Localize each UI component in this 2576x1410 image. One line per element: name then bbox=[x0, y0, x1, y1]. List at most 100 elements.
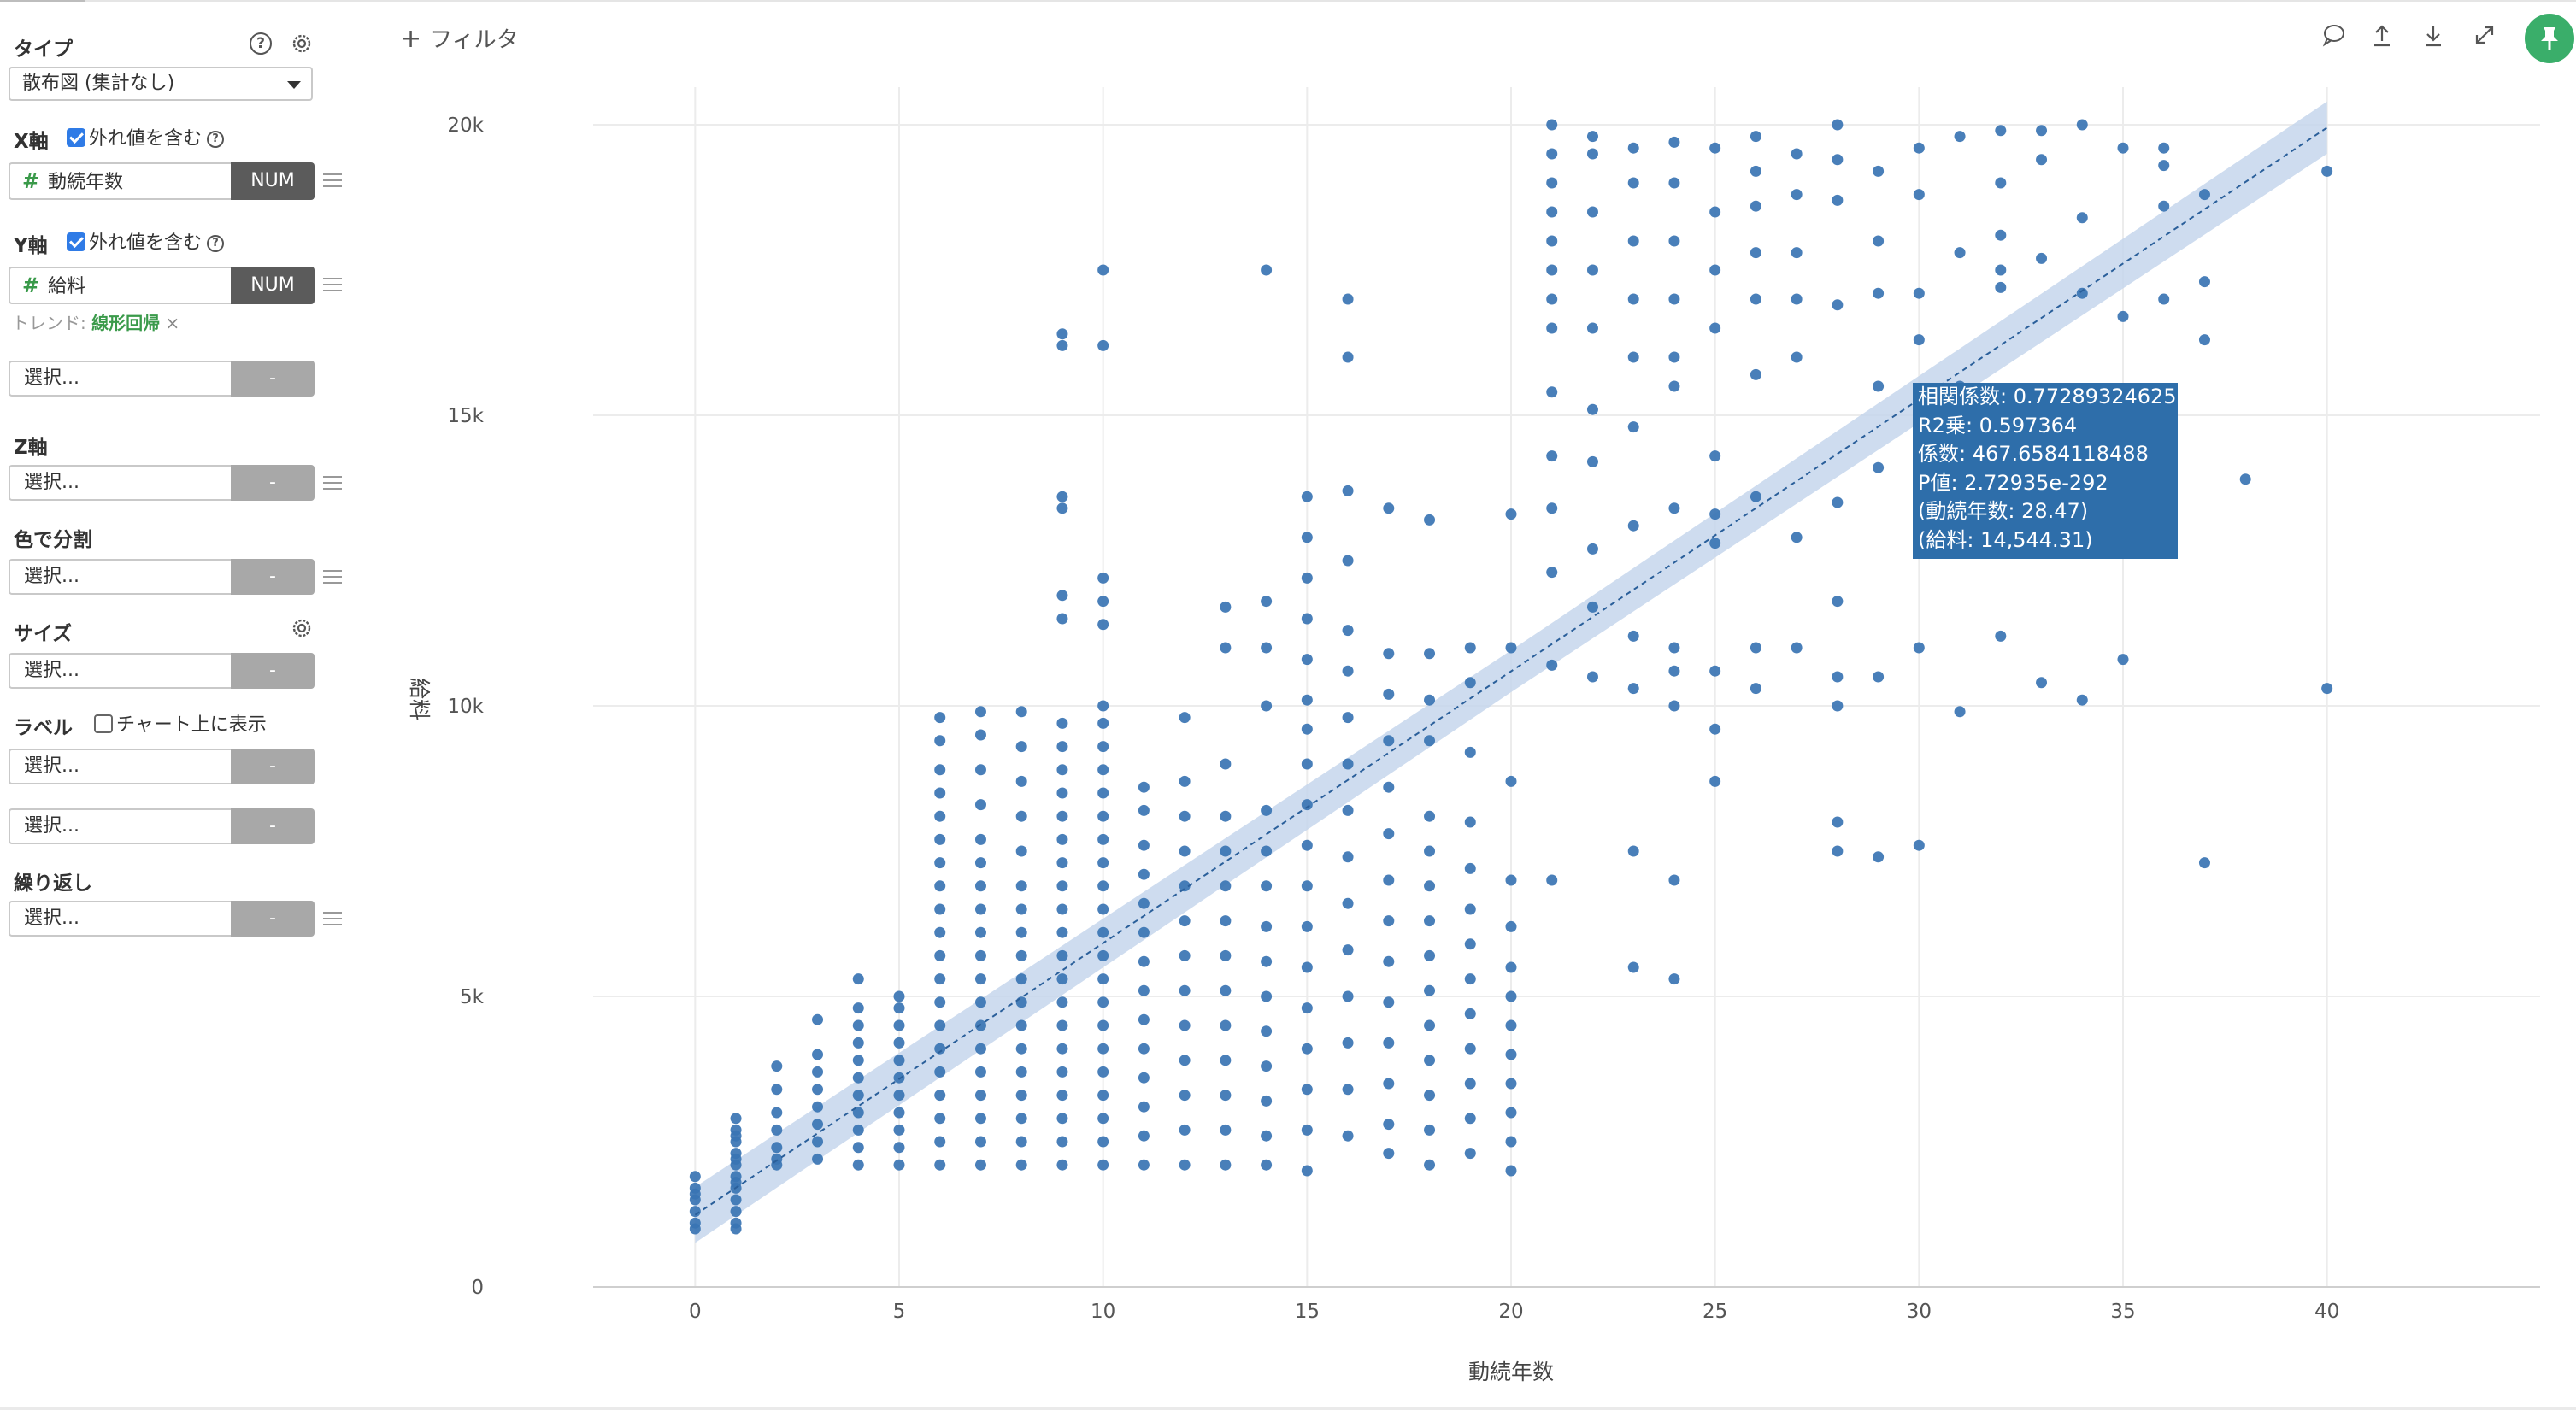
color-type-button[interactable]: - bbox=[231, 559, 315, 595]
data-point bbox=[893, 1142, 905, 1154]
x-outliers-help-icon[interactable]: ? bbox=[207, 131, 225, 148]
data-point bbox=[974, 1043, 986, 1055]
trend-remove-icon[interactable]: × bbox=[165, 313, 180, 333]
data-point bbox=[1464, 677, 1476, 689]
data-point bbox=[852, 1072, 864, 1084]
data-point bbox=[1179, 1124, 1191, 1136]
size-gear-icon[interactable] bbox=[289, 615, 315, 641]
data-point bbox=[1464, 973, 1476, 985]
extra-y-type-button[interactable]: - bbox=[231, 361, 315, 397]
data-point bbox=[2117, 310, 2129, 322]
label-type-button-1[interactable]: - bbox=[231, 749, 315, 784]
data-point bbox=[2117, 142, 2129, 154]
data-point bbox=[1301, 880, 1313, 892]
data-point bbox=[1097, 880, 1109, 892]
label-on-chart-toggle[interactable]: チャート上に表示 bbox=[94, 709, 267, 737]
data-point bbox=[1383, 1119, 1395, 1131]
y-column-field[interactable]: # 給料 bbox=[9, 267, 231, 304]
x-column-field[interactable]: # 動続年数 bbox=[9, 162, 231, 200]
y-tick-label: 20k bbox=[447, 115, 484, 137]
y-column-type-button[interactable]: NUM bbox=[231, 267, 315, 304]
label-type-button-2[interactable]: - bbox=[231, 808, 315, 844]
x-outliers-checkbox[interactable] bbox=[67, 128, 85, 147]
data-point bbox=[1668, 973, 1680, 985]
help-icon[interactable]: ? bbox=[250, 32, 272, 55]
data-point bbox=[2198, 857, 2210, 869]
data-point bbox=[1138, 926, 1150, 938]
repeat-hamburger-icon[interactable] bbox=[323, 912, 342, 930]
y-hamburger-icon[interactable] bbox=[323, 278, 342, 296]
label-select-2[interactable]: 選択... bbox=[9, 808, 231, 844]
comment-icon[interactable] bbox=[2321, 22, 2347, 48]
data-point bbox=[1015, 1159, 1027, 1171]
data-point bbox=[974, 764, 986, 776]
size-select[interactable]: 選択... bbox=[9, 653, 231, 689]
data-point bbox=[1627, 630, 1639, 642]
gear-icon[interactable] bbox=[289, 31, 315, 56]
data-point bbox=[1056, 502, 1068, 514]
repeat-select[interactable]: 選択... bbox=[9, 901, 231, 937]
x-tick-label: 5 bbox=[893, 1301, 906, 1323]
color-select[interactable]: 選択... bbox=[9, 559, 231, 595]
x-column-type-button[interactable]: NUM bbox=[231, 162, 315, 200]
data-point bbox=[1342, 625, 1354, 637]
y-outliers-help-icon[interactable]: ? bbox=[207, 235, 225, 252]
data-point bbox=[1138, 839, 1150, 851]
data-point bbox=[1913, 839, 1925, 851]
data-point bbox=[1546, 659, 1558, 671]
data-point bbox=[1424, 880, 1436, 892]
x-tick-label: 35 bbox=[2110, 1301, 2135, 1323]
data-point bbox=[1097, 264, 1109, 276]
data-point bbox=[1261, 990, 1273, 1002]
z-axis-type-button[interactable]: - bbox=[231, 465, 315, 501]
data-point bbox=[1424, 694, 1436, 706]
repeat-label: 繰り返し bbox=[14, 872, 92, 895]
label-on-chart-checkbox[interactable] bbox=[94, 714, 113, 733]
data-point bbox=[1301, 1124, 1313, 1136]
data-point bbox=[1586, 671, 1598, 683]
z-axis-select[interactable]: 選択... bbox=[9, 465, 231, 501]
y-outliers-checkbox[interactable] bbox=[67, 232, 85, 251]
data-point bbox=[1995, 630, 2007, 642]
data-point bbox=[1464, 938, 1476, 950]
repeat-type-button[interactable]: - bbox=[231, 901, 315, 937]
data-point bbox=[771, 1060, 783, 1072]
data-point bbox=[812, 1066, 824, 1078]
data-point bbox=[1709, 538, 1721, 549]
data-point bbox=[1424, 1090, 1436, 1102]
data-point bbox=[974, 926, 986, 938]
data-point bbox=[1505, 1019, 1517, 1031]
expand-icon[interactable] bbox=[2472, 22, 2497, 48]
data-point bbox=[2076, 119, 2088, 131]
size-type-button[interactable]: - bbox=[231, 653, 315, 689]
color-hamburger-icon[interactable] bbox=[323, 570, 342, 588]
trend-value-link[interactable]: 線形回帰 bbox=[91, 313, 161, 333]
x-outliers-label: 外れ値を含む bbox=[89, 128, 203, 150]
data-point bbox=[2198, 276, 2210, 288]
data-point bbox=[1505, 1165, 1517, 1177]
data-point bbox=[1627, 683, 1639, 695]
filter-button[interactable]: + フィルタ bbox=[400, 22, 519, 54]
data-point bbox=[1832, 816, 1844, 828]
data-point bbox=[1097, 339, 1109, 351]
x-hamburger-icon[interactable] bbox=[323, 173, 342, 191]
data-point bbox=[1220, 1124, 1232, 1136]
z-hamburger-icon[interactable] bbox=[323, 476, 342, 494]
y-include-outliers[interactable]: 外れ値を含む? bbox=[67, 227, 225, 255]
data-point bbox=[1424, 1055, 1436, 1066]
label-select-1[interactable]: 選択... bbox=[9, 749, 231, 784]
download-icon[interactable] bbox=[2420, 22, 2446, 48]
chart-type-select[interactable]: 散布図 (集計なし) bbox=[9, 67, 313, 101]
data-point bbox=[1546, 450, 1558, 462]
data-point bbox=[1138, 955, 1150, 967]
upload-icon[interactable] bbox=[2369, 22, 2395, 48]
data-point bbox=[1179, 949, 1191, 961]
data-point bbox=[1709, 665, 1721, 677]
data-point bbox=[1791, 148, 1803, 160]
data-point bbox=[1424, 1124, 1436, 1136]
pin-button[interactable] bbox=[2525, 14, 2574, 63]
data-point bbox=[1015, 926, 1027, 938]
x-include-outliers[interactable]: 外れ値を含む? bbox=[67, 123, 225, 150]
extra-y-select[interactable]: 選択... bbox=[9, 361, 231, 397]
y-column-name: 給料 bbox=[48, 276, 86, 297]
